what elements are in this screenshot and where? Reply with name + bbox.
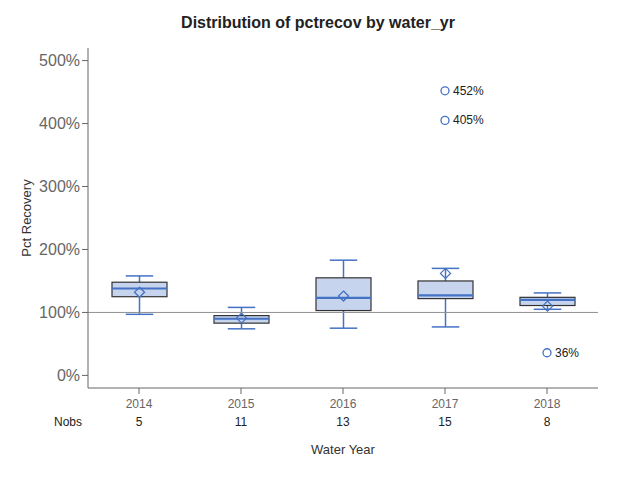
- svg-text:36%: 36%: [555, 346, 579, 360]
- svg-text:5: 5: [136, 415, 143, 429]
- svg-text:13: 13: [336, 415, 350, 429]
- svg-text:300%: 300%: [39, 178, 80, 195]
- svg-text:2018: 2018: [534, 397, 561, 411]
- svg-text:2014: 2014: [126, 397, 153, 411]
- svg-text:Pct Recovery: Pct Recovery: [19, 179, 34, 257]
- svg-text:Water Year: Water Year: [311, 442, 376, 457]
- svg-text:500%: 500%: [39, 52, 80, 69]
- svg-text:2017: 2017: [432, 397, 459, 411]
- svg-text:Nobs: Nobs: [54, 415, 82, 429]
- svg-text:8: 8: [544, 415, 551, 429]
- svg-text:452%: 452%: [453, 84, 484, 98]
- svg-text:200%: 200%: [39, 241, 80, 258]
- svg-text:11: 11: [235, 415, 248, 429]
- svg-text:405%: 405%: [453, 113, 484, 127]
- html-text:Distribution of pctrecov by wa: Distribution of pctrecov by water_yr: [181, 14, 455, 31]
- svg-text:0%: 0%: [57, 367, 80, 384]
- svg-text:15: 15: [438, 415, 452, 429]
- svg-text:2016: 2016: [330, 397, 357, 411]
- svg-text:400%: 400%: [39, 115, 80, 132]
- svg-text:2015: 2015: [228, 397, 255, 411]
- svg-text:100%: 100%: [39, 304, 80, 321]
